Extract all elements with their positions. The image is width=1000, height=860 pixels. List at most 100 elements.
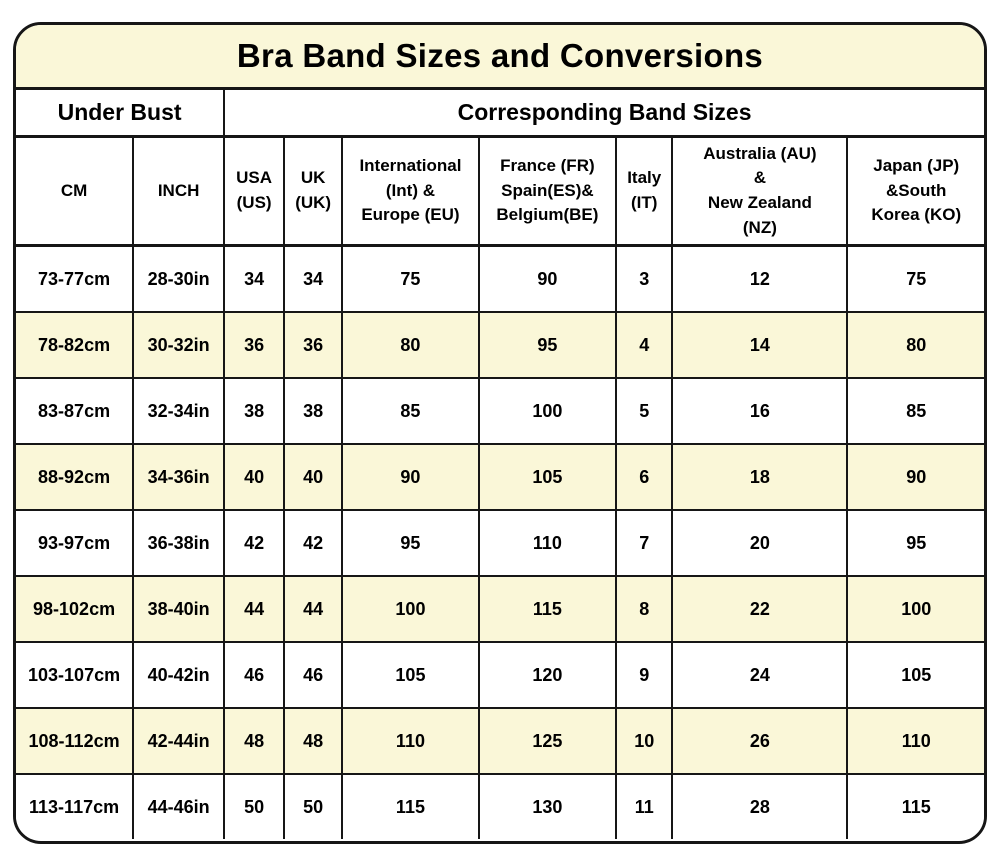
table-row: 108-112cm 42-44in 48 48 110 125 10 26 110 [16, 708, 984, 775]
table-cell-inch: 44-46in [133, 774, 226, 839]
table-cell-cm: 98-102cm [16, 576, 135, 643]
table-cell-uk: 40 [284, 444, 344, 511]
table-cell-it: 10 [616, 708, 674, 775]
table-cell-fr-es-be: 105 [478, 444, 618, 511]
table-cell-jp-ko: 115 [847, 774, 984, 839]
table-cell-cm: 108-112cm [16, 708, 135, 775]
table-cell-inch: 38-40in [133, 576, 226, 643]
table-cell-uk: 34 [284, 245, 344, 313]
column-header-fr-es-be: France (FR) Spain(ES)& Belgium(BE) [478, 136, 618, 247]
column-header-row: CM INCH USA (US) UK (UK) International (Int)… [16, 136, 984, 247]
table-cell-it: 3 [616, 245, 674, 313]
table-cell-us: 46 [224, 642, 286, 709]
table-cell-au-nz: 16 [672, 378, 849, 445]
table-cell-us: 38 [224, 378, 286, 445]
table-row: 88-92cm 34-36in 40 40 90 105 6 18 90 [16, 444, 984, 511]
table-row: 73-77cm 28-30in 34 34 75 90 3 12 75 [16, 245, 984, 313]
table-cell-cm: 73-77cm [16, 245, 135, 313]
table-cell-us: 42 [224, 510, 286, 577]
table-cell-au-nz: 22 [672, 576, 849, 643]
table-row: 83-87cm 32-34in 38 38 85 100 5 16 85 [16, 378, 984, 445]
table-cell-fr-es-be: 130 [478, 774, 618, 839]
table-cell-eu: 100 [342, 576, 480, 643]
table-cell-us: 40 [224, 444, 286, 511]
table-cell-jp-ko: 100 [847, 576, 984, 643]
table-cell-jp-ko: 110 [847, 708, 984, 775]
table-cell-inch: 42-44in [133, 708, 226, 775]
table-cell-au-nz: 20 [672, 510, 849, 577]
table-cell-eu: 80 [342, 312, 480, 379]
table-cell-us: 36 [224, 312, 286, 379]
table-cell-jp-ko: 105 [847, 642, 984, 709]
table-cell-inch: 32-34in [133, 378, 226, 445]
table-cell-it: 7 [616, 510, 674, 577]
column-header-uk: UK (UK) [284, 136, 344, 247]
column-header-eu: International (Int) & Europe (EU) [342, 136, 480, 247]
table-cell-uk: 38 [284, 378, 344, 445]
table-cell-au-nz: 24 [672, 642, 849, 709]
column-header-au-nz: Australia (AU) & New Zealand (NZ) [672, 136, 849, 247]
table-cell-au-nz: 14 [672, 312, 849, 379]
table-cell-jp-ko: 90 [847, 444, 984, 511]
table-cell-jp-ko: 80 [847, 312, 984, 379]
conversion-table-card: Bra Band Sizes and Conversions Under Bus… [13, 22, 987, 844]
table-cell-jp-ko: 95 [847, 510, 984, 577]
table-cell-us: 44 [224, 576, 286, 643]
table-cell-fr-es-be: 90 [478, 245, 618, 313]
table-cell-it: 11 [616, 774, 674, 839]
table-cell-uk: 42 [284, 510, 344, 577]
table-cell-fr-es-be: 100 [478, 378, 618, 445]
table-cell-au-nz: 26 [672, 708, 849, 775]
table-cell-jp-ko: 85 [847, 378, 984, 445]
table-cell-au-nz: 28 [672, 774, 849, 839]
table-cell-inch: 30-32in [133, 312, 226, 379]
table-cell-cm: 113-117cm [16, 774, 135, 839]
table-cell-eu: 95 [342, 510, 480, 577]
table-cell-uk: 44 [284, 576, 344, 643]
table-cell-uk: 46 [284, 642, 344, 709]
table-cell-uk: 36 [284, 312, 344, 379]
table-cell-inch: 40-42in [133, 642, 226, 709]
table-cell-it: 6 [616, 444, 674, 511]
table-cell-it: 4 [616, 312, 674, 379]
table-cell-it: 8 [616, 576, 674, 643]
column-header-cm: CM [16, 136, 135, 247]
table-cell-au-nz: 18 [672, 444, 849, 511]
table-row: 78-82cm 30-32in 36 36 80 95 4 14 80 [16, 312, 984, 379]
table-cell-inch: 28-30in [133, 245, 226, 313]
table-row: 93-97cm 36-38in 42 42 95 110 7 20 95 [16, 510, 984, 577]
table-cell-eu: 105 [342, 642, 480, 709]
table-cell-jp-ko: 75 [847, 245, 984, 313]
table-cell-eu: 75 [342, 245, 480, 313]
column-header-inch: INCH [133, 136, 226, 247]
group-header-band-sizes: Corresponding Band Sizes [224, 90, 984, 138]
table-cell-eu: 115 [342, 774, 480, 839]
table-cell-fr-es-be: 120 [478, 642, 618, 709]
table-cell-cm: 88-92cm [16, 444, 135, 511]
table-cell-cm: 78-82cm [16, 312, 135, 379]
table-row: 98-102cm 38-40in 44 44 100 115 8 22 100 [16, 576, 984, 643]
table-cell-fr-es-be: 95 [478, 312, 618, 379]
table-cell-us: 50 [224, 774, 286, 839]
group-header-row: Under Bust Corresponding Band Sizes [16, 90, 984, 138]
column-header-it: Italy (IT) [616, 136, 674, 247]
column-header-jp-ko: Japan (JP) &South Korea (KO) [847, 136, 984, 247]
table-cell-eu: 85 [342, 378, 480, 445]
table-cell-fr-es-be: 110 [478, 510, 618, 577]
conversion-table: Under Bust Corresponding Band Sizes CM IN… [16, 90, 984, 839]
table-cell-uk: 48 [284, 708, 344, 775]
table-cell-it: 9 [616, 642, 674, 709]
table-cell-cm: 83-87cm [16, 378, 135, 445]
table-cell-us: 48 [224, 708, 286, 775]
page-title: Bra Band Sizes and Conversions [16, 25, 984, 90]
table-cell-fr-es-be: 115 [478, 576, 618, 643]
table-cell-fr-es-be: 125 [478, 708, 618, 775]
column-header-us: USA (US) [224, 136, 286, 247]
table-cell-eu: 110 [342, 708, 480, 775]
table-cell-eu: 90 [342, 444, 480, 511]
table-cell-au-nz: 12 [672, 245, 849, 313]
table-cell-uk: 50 [284, 774, 344, 839]
table-row: 113-117cm 44-46in 50 50 115 130 11 28 115 [16, 774, 984, 839]
table-row: 103-107cm 40-42in 46 46 105 120 9 24 105 [16, 642, 984, 709]
table-cell-us: 34 [224, 245, 286, 313]
